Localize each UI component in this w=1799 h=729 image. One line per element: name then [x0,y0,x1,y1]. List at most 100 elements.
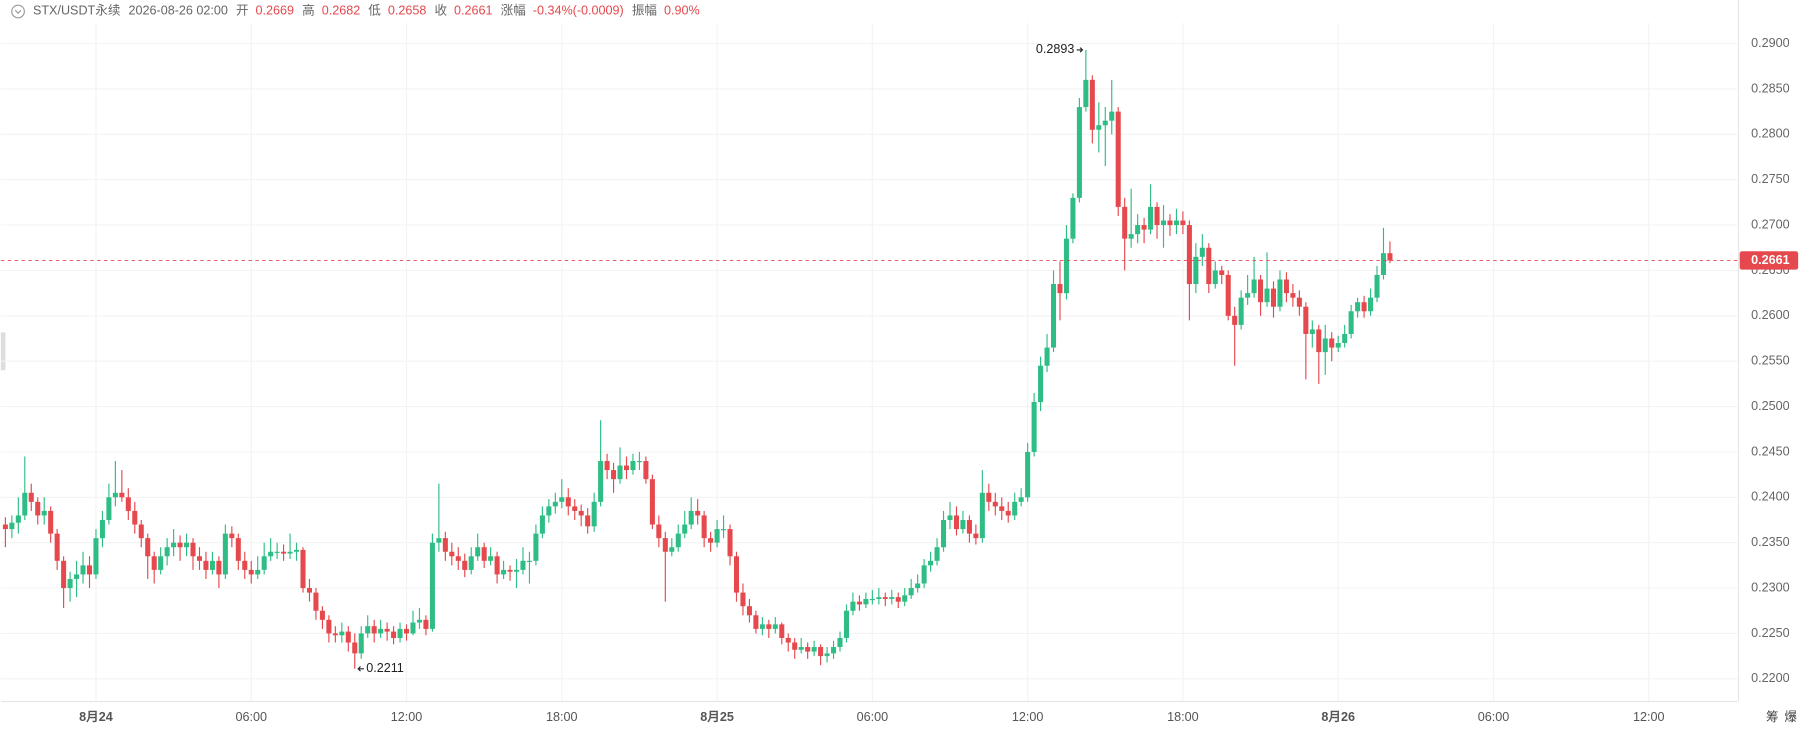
candle-body [190,542,196,557]
amp-value: 0.90% [664,4,700,18]
candle-body [1309,329,1315,334]
candle-body [287,551,293,554]
candle-body [1115,111,1121,207]
candle-body [843,610,850,638]
candle-body [410,622,416,634]
candle-body [106,497,112,520]
candle-body [455,556,461,561]
y-tick-label: 0.2300 [1751,580,1790,594]
candle-body [682,524,688,534]
y-tick-label: 0.2900 [1751,36,1790,50]
candle-body [268,551,274,557]
candle-body [255,569,261,575]
candle-body [979,492,985,539]
candle-body [332,633,338,636]
candle-body [733,556,740,593]
candle-body [339,631,345,636]
candle-body [1180,220,1186,226]
toolbar-item[interactable]: 筹 [1766,709,1779,724]
candle-body [1303,306,1309,334]
candle-body [643,461,649,480]
candle-body [1206,247,1212,285]
candle-body [345,631,351,643]
max-label: 0.2893 [1036,42,1075,56]
min-label: 0.2211 [366,661,404,675]
candle-body [378,628,384,634]
candle-body [1316,329,1322,353]
candle-body [229,533,235,539]
candle-body [222,533,228,575]
candle-body [1018,497,1024,502]
candle-body [22,492,28,516]
candle-body [494,556,500,575]
candle-body [662,538,668,552]
candle-body [274,551,280,553]
candle-body [837,637,843,648]
candle-body [429,542,435,629]
candle-body [552,501,558,507]
candle-body [869,598,875,601]
candle-body [941,519,947,548]
candle-body [358,633,364,654]
candle-body [1102,120,1108,126]
candle-body [539,515,545,534]
candle-body [384,628,390,632]
candle-body [1057,284,1063,294]
candle-body [391,631,397,638]
x-tick-label: 06:00 [1478,710,1510,724]
candle-body [578,510,584,516]
candle-body [1368,297,1374,312]
candle-body [1005,510,1011,516]
candle-body [1277,279,1283,307]
time: 2026-08-26 02:00 [129,4,228,18]
x-tick-label: 12:00 [391,710,423,724]
y-tick-label: 0.2800 [1751,127,1790,141]
x-tick-label: 8月26 [1321,710,1355,724]
candle-body [708,538,714,543]
side-tab[interactable] [0,332,6,371]
candle-body [1225,274,1231,316]
candle-body [785,637,791,643]
candle-body [300,549,306,589]
y-tick-label: 0.2350 [1751,535,1790,549]
candle-body [1251,279,1257,294]
candle-body [436,538,442,543]
candle-body [623,465,630,471]
candle-body [908,588,914,596]
candle-body [805,647,811,652]
candle-body [119,492,125,498]
y-tick-label: 0.2750 [1751,172,1790,186]
candle-body [462,560,468,570]
last-price-tag [1739,251,1799,270]
candle-body [80,565,86,575]
collapse-icon[interactable] [11,4,25,19]
x-tick-label: 06:00 [857,710,889,724]
high-label: 高 [302,3,315,18]
candle-body [507,569,513,572]
candle-body [1342,333,1348,344]
candle-body [895,597,901,602]
candle-body [1264,288,1270,303]
toolbar-item[interactable]: 爆 [1784,710,1797,724]
candle-body [112,492,118,498]
x-tick-label: 8月24 [79,710,113,724]
header: STX/USDT永续 2026-08-26 02:00 开 0.2669 高 0… [33,3,700,18]
candle-body [54,533,60,561]
high-value: 0.2682 [322,4,361,18]
candle-body [1219,270,1225,275]
y-tick-label: 0.2850 [1751,81,1790,95]
candle-body [1128,234,1134,239]
candle-body [1380,253,1387,275]
candle-body [675,533,681,548]
candle-body [1270,288,1277,307]
candle-body [15,515,21,523]
candle-body [1096,125,1102,130]
candle-body [953,515,959,530]
candle-body [151,556,157,570]
candle-body [326,619,332,634]
candle-body [132,510,138,525]
candle-body [513,569,520,572]
collapse-chevron [14,9,22,14]
candle-body [882,597,888,599]
candle-body [61,560,67,589]
